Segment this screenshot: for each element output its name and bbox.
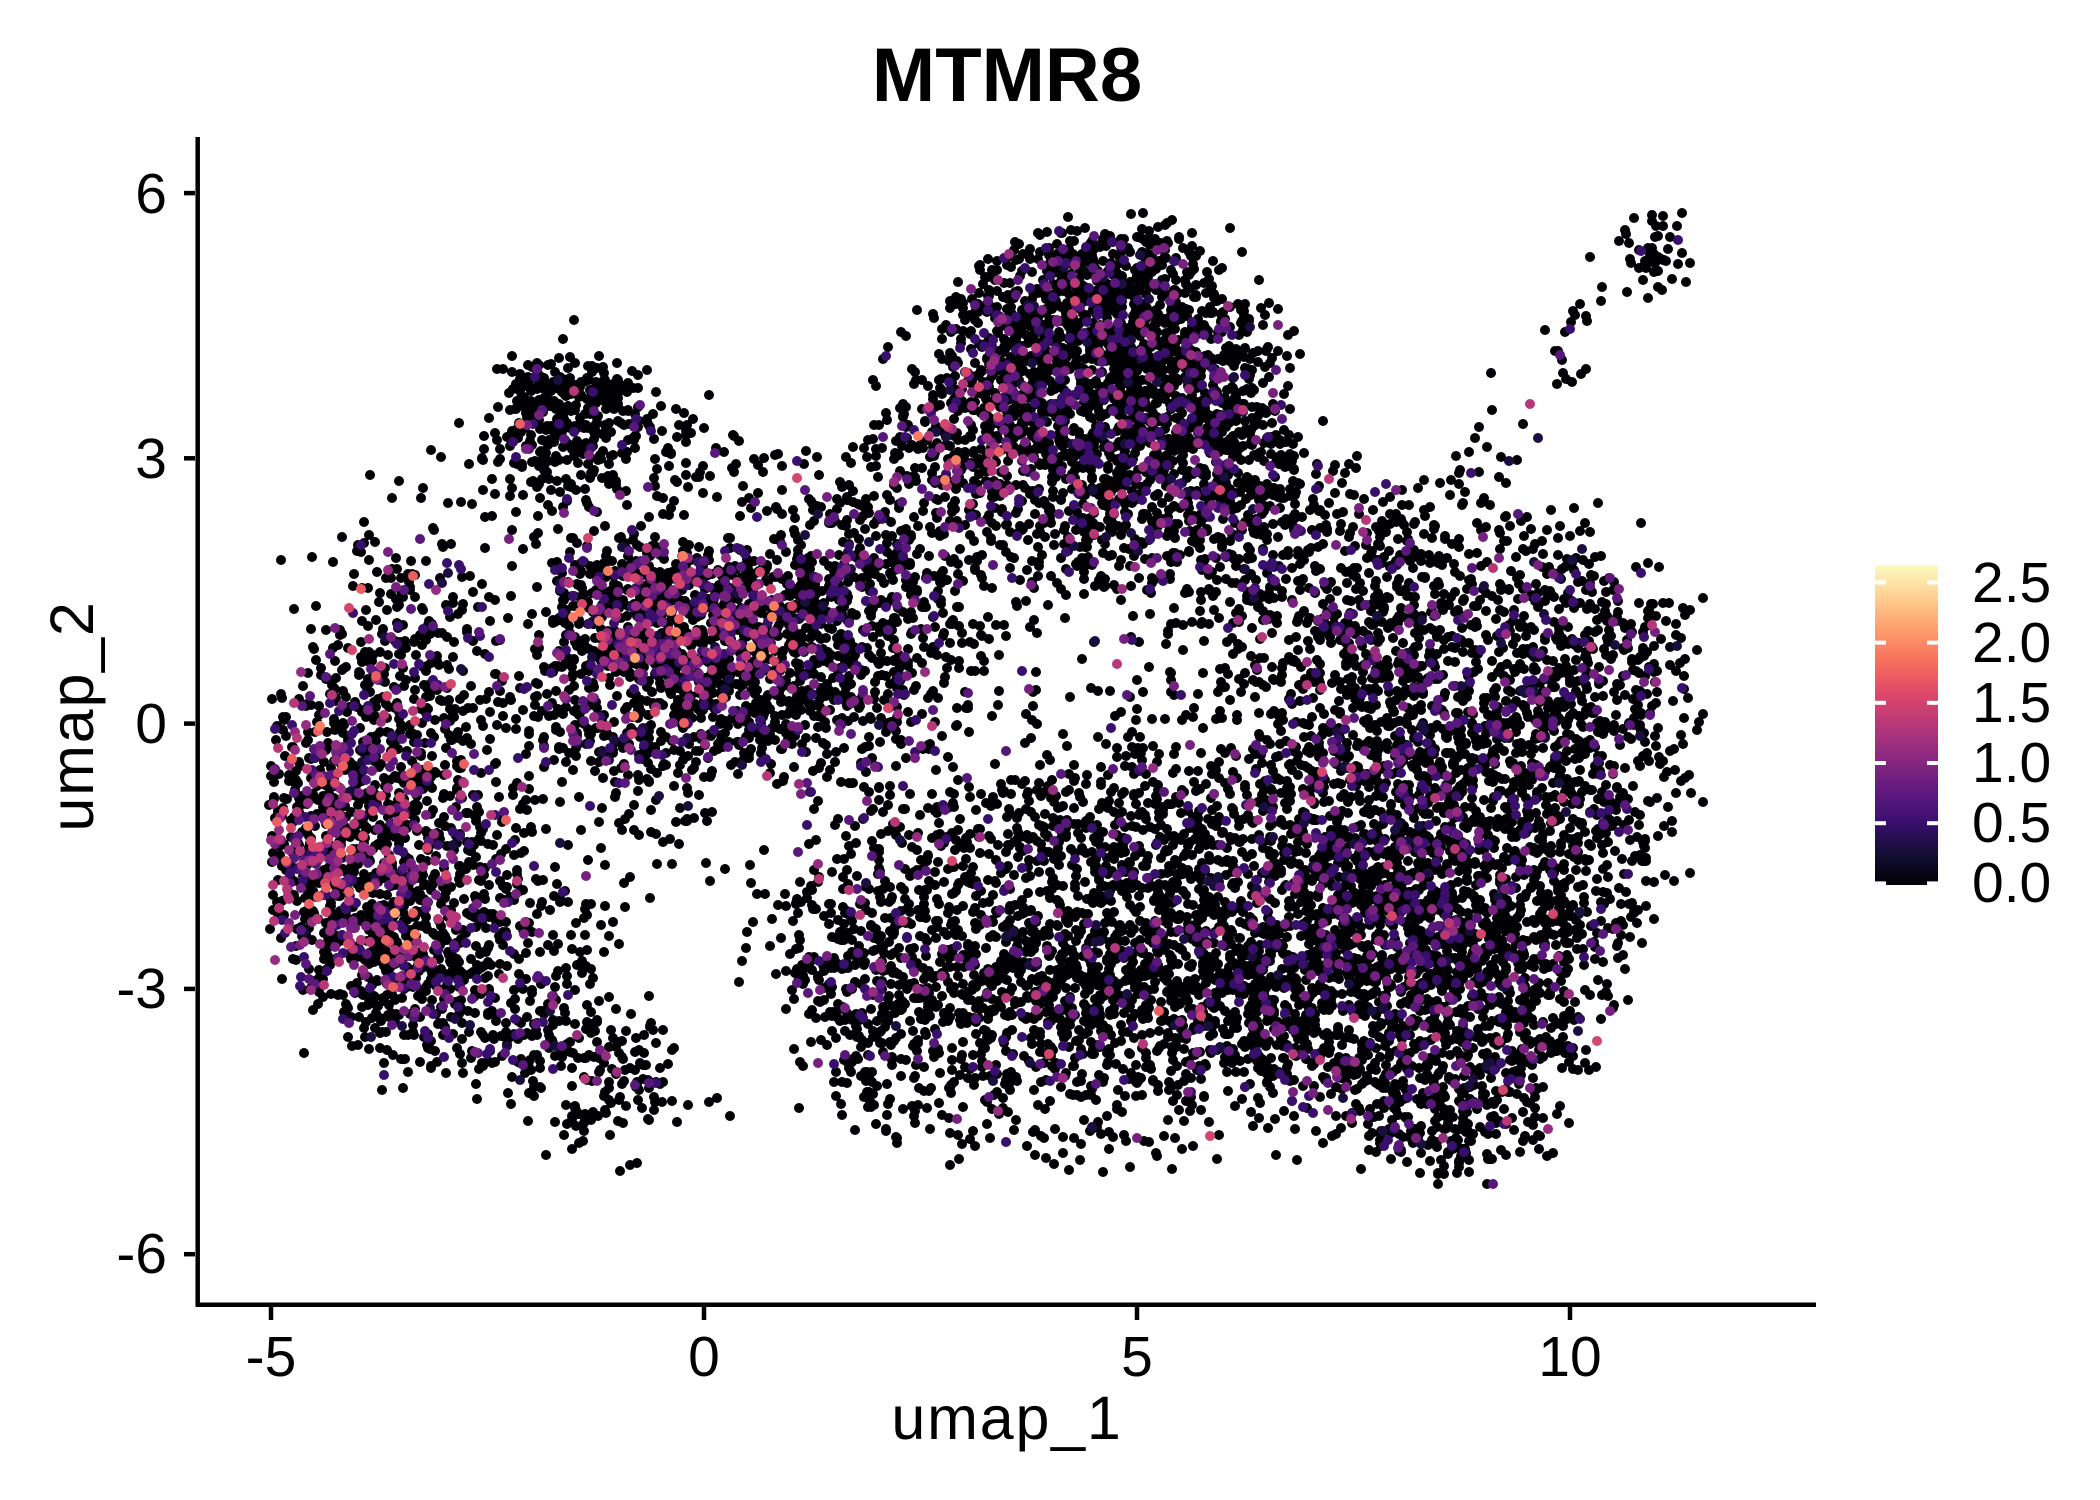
svg-text:0.0: 0.0 [1972, 851, 2051, 915]
svg-text:1.5: 1.5 [1972, 671, 2051, 735]
svg-text:5: 5 [1121, 1325, 1153, 1389]
svg-text:0: 0 [688, 1325, 720, 1389]
svg-text:3: 3 [135, 427, 167, 491]
svg-text:2.0: 2.0 [1972, 611, 2051, 675]
svg-text:umap_2: umap_2 [38, 600, 106, 831]
svg-text:MTMR8: MTMR8 [872, 33, 1142, 118]
svg-text:-3: -3 [116, 957, 167, 1021]
svg-text:2.5: 2.5 [1972, 551, 2051, 615]
svg-text:0: 0 [135, 692, 167, 756]
svg-text:0.5: 0.5 [1972, 791, 2051, 855]
svg-text:1.0: 1.0 [1972, 731, 2051, 795]
svg-text:6: 6 [135, 162, 167, 226]
svg-text:-5: -5 [246, 1325, 297, 1389]
svg-text:umap_1: umap_1 [891, 1384, 1122, 1452]
svg-text:10: 10 [1538, 1325, 1601, 1389]
svg-text:-6: -6 [116, 1222, 167, 1286]
